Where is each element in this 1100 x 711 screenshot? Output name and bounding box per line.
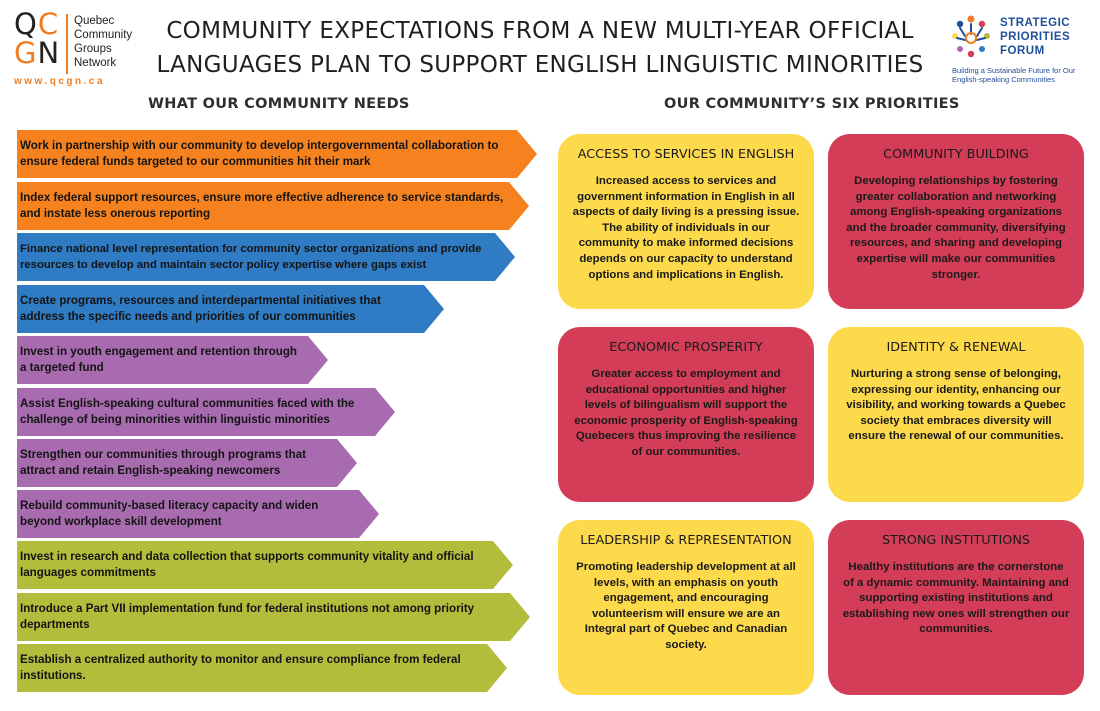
need-verb: Create [20, 294, 57, 307]
need-text: Invest in research and data collection t… [20, 549, 489, 581]
need-item: Work in partnership with our community t… [17, 130, 537, 178]
logo-letter-c: C [37, 7, 60, 41]
need-item: Invest in youth engagement and retention… [17, 336, 328, 384]
priority-description: Healthy institutions are the cornerstone… [842, 561, 1070, 636]
need-description: in research and data collection that sup… [20, 550, 474, 579]
need-verb: Introduce [20, 602, 73, 615]
priority-title: ACCESS TO SERVICES IN ENGLISH [577, 147, 795, 162]
logo-name-line: Quebec [74, 15, 115, 27]
priority-card-identity-renewal: IDENTITY & RENEWAL Nurturing a strong se… [828, 327, 1084, 502]
need-verb: Invest [20, 345, 54, 358]
priority-card-community-building: COMMUNITY BUILDING Developing relationsh… [828, 134, 1084, 309]
need-text: Strengthen our communities through progr… [20, 447, 333, 479]
priority-card-access-to-services: ACCESS TO SERVICES IN ENGLISH Increased … [558, 134, 814, 309]
priority-description: Promoting leadership development at all … [576, 561, 796, 651]
priority-card-leadership-representation: LEADERSHIP & REPRESENTATION Promoting le… [558, 520, 814, 695]
need-item: Invest in research and data collection t… [17, 541, 513, 589]
need-text: Establish a centralized authority to mon… [20, 652, 483, 684]
need-description: in partnership with our community to dev… [20, 139, 499, 168]
need-item: Establish a centralized authority to mon… [17, 644, 507, 692]
need-verb: Finance [20, 243, 63, 255]
priority-card-economic-prosperity: ECONOMIC PROSPERITY Greater access to em… [558, 327, 814, 502]
logo-letter-q: Q [14, 7, 38, 41]
need-verb: Rebuild [20, 499, 63, 512]
need-description: national level representation for commun… [20, 243, 482, 271]
need-text: Introduce a Part VII implementation fund… [20, 601, 506, 633]
priority-title: IDENTITY & RENEWAL [886, 340, 1026, 355]
logo-name-line: Community [74, 29, 133, 41]
need-item: Create programs, resources and interdepa… [17, 285, 444, 333]
need-verb: Work [20, 139, 49, 152]
need-item: Index federal support resources, ensure … [17, 182, 529, 230]
spf-name: STRATEGIC PRIORITIES FORUM [1000, 16, 1070, 58]
need-verb: Index [20, 191, 51, 204]
need-item: Rebuild community-based literacy capacit… [17, 490, 379, 538]
priority-description: Developing relationships by fostering gr… [846, 175, 1066, 281]
need-description: a centralized authority to monitor and e… [20, 653, 461, 682]
spf-name-line: STRATEGIC [1000, 17, 1071, 29]
priority-description: Increased access to services and governm… [572, 175, 800, 281]
need-text: Create programs, resources and interdepa… [20, 293, 420, 325]
page-title: COMMUNITY EXPECTATIONS FROM A NEW MULTI-… [156, 18, 924, 78]
spf-logo: STRATEGIC PRIORITIES FORUM Building a Su… [950, 14, 1095, 86]
logo-name-line: Groups [74, 43, 112, 55]
need-description: our communities through programs that at… [20, 448, 307, 477]
need-text: Rebuild community-based literacy capacit… [20, 498, 355, 530]
qcgn-logo-letters: QC GN [14, 10, 62, 68]
priority-card-strong-institutions: STRONG INSTITUTIONS Healthy institutions… [828, 520, 1084, 695]
need-text: Work in partnership with our community t… [20, 138, 513, 170]
qcgn-logo: QC GN Quebec Community Groups Network ww… [14, 10, 144, 94]
need-text: Assist English-speaking cultural communi… [20, 396, 371, 428]
spf-tagline: Building a Sustainable Future for Our En… [952, 66, 1076, 84]
need-verb: Establish [20, 653, 72, 666]
need-text: Finance national level representation fo… [20, 241, 491, 273]
need-verb: Assist [20, 397, 55, 410]
logo-letter-g: G [14, 36, 38, 70]
priority-title: ECONOMIC PROSPERITY [609, 340, 763, 355]
need-verb: Invest [20, 550, 54, 563]
priority-title: LEADERSHIP & REPRESENTATION [580, 533, 792, 548]
priority-title: COMMUNITY BUILDING [883, 147, 1029, 162]
spf-figures-icon [952, 15, 990, 58]
need-description: federal support resources, ensure more e… [20, 191, 504, 220]
need-item: Strengthen our communities through progr… [17, 439, 357, 487]
need-verb: Strengthen [20, 448, 82, 461]
priority-description: Nurturing a strong sense of belonging, e… [846, 368, 1066, 443]
priority-description: Greater access to employment and educati… [574, 368, 798, 458]
spf-name-line: FORUM [1000, 45, 1045, 57]
priority-title: STRONG INSTITUTIONS [881, 533, 1031, 548]
qcgn-logo-name: Quebec Community Groups Network [74, 14, 132, 70]
need-text: Invest in youth engagement and retention… [20, 344, 304, 376]
need-description: community-based literacy capacity and wi… [20, 499, 319, 528]
need-item: Assist English-speaking cultural communi… [17, 388, 395, 436]
need-item: Finance national level representation fo… [17, 233, 515, 281]
spf-name-line: PRIORITIES [1000, 31, 1071, 43]
need-description: English-speaking cultural communities fa… [20, 397, 355, 426]
needs-heading: WHAT OUR COMMUNITY NEEDS [148, 96, 410, 112]
need-description: a Part VII implementation fund for feder… [20, 602, 475, 631]
need-description: in youth engagement and retention throug… [20, 345, 297, 374]
priorities-heading: OUR COMMUNITY’S SIX PRIORITIES [664, 96, 960, 112]
logo-divider [66, 14, 68, 74]
need-description: programs, resources and interdepartmenta… [20, 294, 381, 323]
logo-letter-n: N [37, 36, 61, 70]
logo-name-line: Network [74, 57, 117, 69]
qcgn-website-link[interactable]: www.qcgn.ca [14, 76, 106, 87]
need-item: Introduce a Part VII implementation fund… [17, 593, 530, 641]
need-text: Index federal support resources, ensure … [20, 190, 505, 222]
